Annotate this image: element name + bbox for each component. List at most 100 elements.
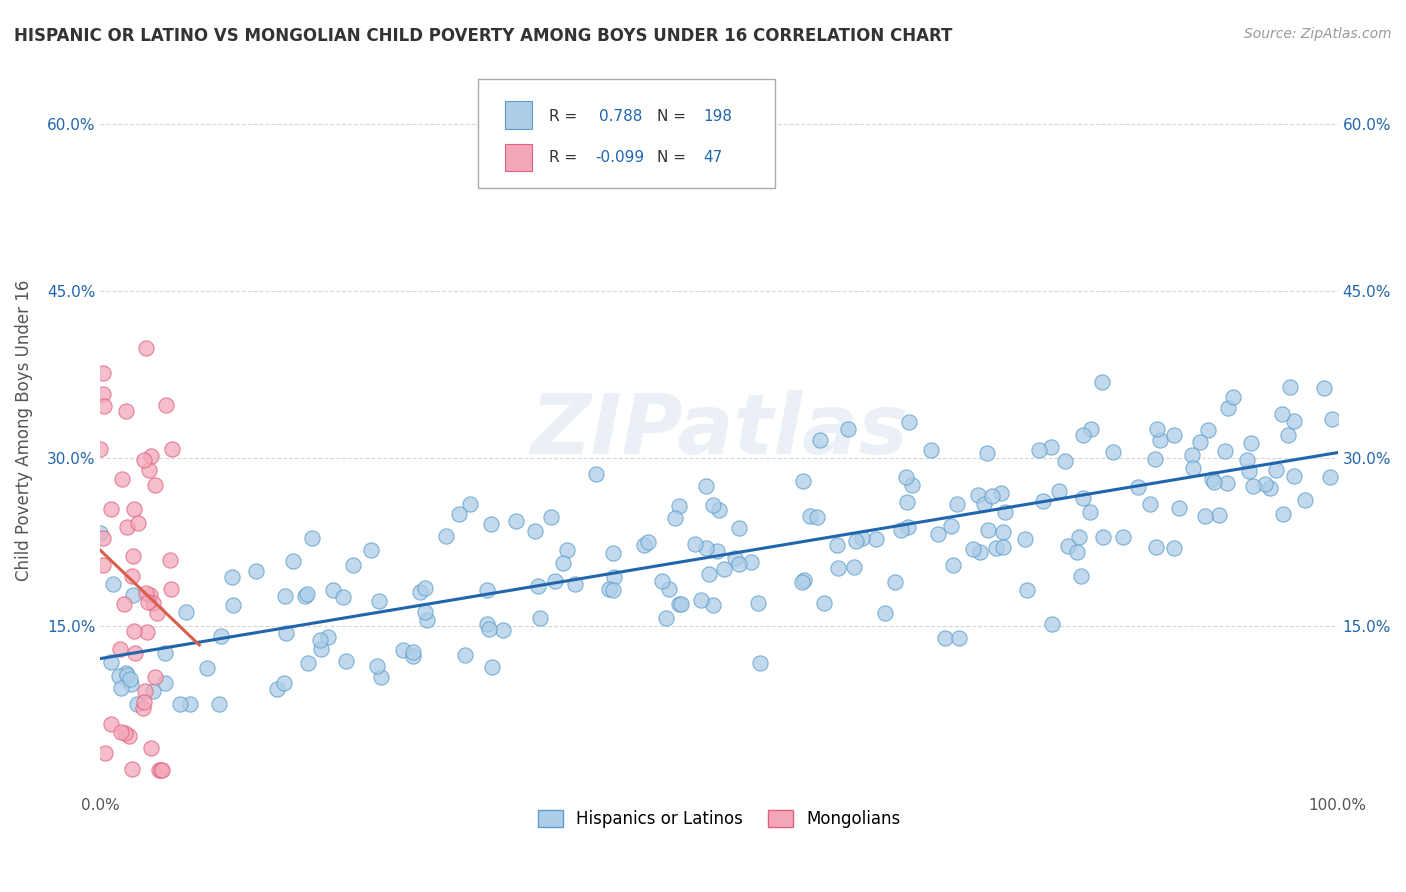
Point (851, 531, 873, 545)
Point (1319, 470, 1341, 484)
Point (1163, 427, 1185, 442)
Point (1294, 493, 1316, 508)
Point (155, 398, 177, 412)
Point (1282, 414, 1305, 428)
Point (695, 541, 717, 555)
Point (690, 592, 713, 607)
Text: HISPANIC OR LATINO VS MONGOLIAN CHILD POVERTY AMONG BOYS UNDER 16 CORRELATION CH: HISPANIC OR LATINO VS MONGOLIAN CHILD PO… (14, 27, 952, 45)
Point (1047, 484, 1070, 499)
Point (148, 764, 170, 778)
Point (1146, 422, 1168, 436)
Point (89, 442, 111, 456)
Point (551, 556, 574, 570)
Point (301, 531, 323, 545)
Text: R =: R = (550, 109, 578, 124)
Point (283, 554, 305, 568)
Point (409, 585, 432, 599)
Point (990, 485, 1012, 500)
Point (100, 655, 122, 669)
Point (697, 567, 720, 582)
Point (977, 524, 1000, 538)
Point (401, 645, 423, 659)
Point (1237, 464, 1260, 478)
Point (221, 570, 243, 584)
Point (101, 576, 124, 591)
Point (1070, 568, 1092, 582)
Point (1271, 507, 1294, 521)
Point (149, 764, 172, 778)
Point (524, 524, 547, 539)
Point (114, 597, 136, 611)
Point (981, 489, 1004, 503)
Point (94, 746, 117, 760)
Point (132, 453, 155, 467)
Point (115, 404, 138, 418)
Point (138, 588, 160, 602)
Point (174, 605, 197, 619)
Point (108, 669, 131, 683)
Point (114, 666, 136, 681)
Point (138, 463, 160, 477)
Point (402, 649, 425, 664)
Point (1208, 508, 1230, 523)
Point (209, 629, 232, 643)
Point (1236, 453, 1258, 467)
Point (153, 646, 176, 660)
Point (702, 598, 724, 612)
Point (91, 366, 114, 380)
Point (837, 422, 859, 436)
Point (654, 611, 676, 625)
Point (135, 341, 157, 355)
Point (1102, 445, 1125, 459)
Point (1222, 390, 1244, 404)
Point (706, 543, 728, 558)
Point (93, 399, 115, 413)
Point (322, 582, 344, 597)
Point (976, 446, 998, 460)
Point (792, 574, 814, 589)
Point (942, 558, 965, 573)
Point (1067, 530, 1090, 544)
Point (245, 565, 267, 579)
FancyBboxPatch shape (505, 144, 531, 171)
Point (449, 507, 471, 521)
Point (122, 501, 145, 516)
Point (973, 497, 995, 511)
Point (1168, 500, 1191, 515)
Point (727, 558, 749, 572)
Point (544, 574, 567, 589)
Point (884, 574, 907, 589)
Point (991, 524, 1014, 539)
Point (122, 588, 145, 602)
Point (316, 631, 339, 645)
Point (136, 595, 159, 609)
Point (308, 632, 330, 647)
Point (1014, 532, 1036, 546)
Point (967, 488, 990, 502)
Point (664, 511, 686, 525)
Point (1239, 435, 1261, 450)
Point (179, 697, 201, 711)
Point (392, 643, 415, 657)
Point (920, 442, 942, 457)
Text: 0.788: 0.788 (599, 109, 643, 124)
Point (1277, 428, 1299, 442)
Point (309, 641, 332, 656)
Point (1194, 508, 1216, 523)
Point (890, 523, 912, 537)
Point (413, 581, 436, 595)
Point (1112, 530, 1135, 544)
Point (1258, 481, 1281, 495)
Text: -0.099: -0.099 (595, 150, 644, 165)
Point (360, 543, 382, 558)
Point (564, 577, 586, 591)
Point (713, 562, 735, 576)
Point (93, 558, 115, 573)
Point (1066, 545, 1088, 559)
Point (724, 551, 747, 566)
Point (134, 684, 156, 698)
Point (1091, 375, 1114, 389)
Point (115, 667, 138, 681)
Point (121, 762, 143, 776)
Point (111, 472, 134, 486)
